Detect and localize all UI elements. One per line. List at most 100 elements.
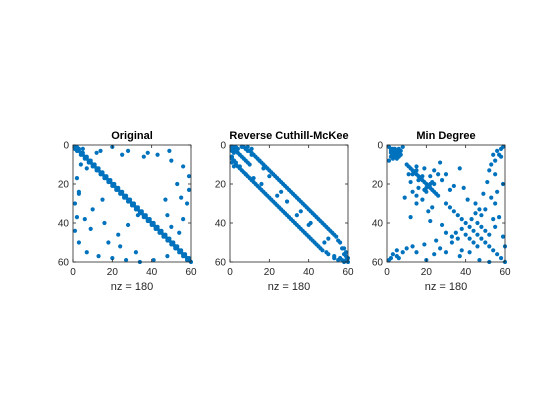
data-point	[310, 238, 315, 243]
x-tick-label: 60	[499, 267, 511, 278]
data-point	[489, 162, 494, 167]
data-point	[485, 179, 490, 185]
data-point	[125, 222, 131, 228]
data-point	[181, 254, 186, 259]
data-point	[396, 146, 401, 151]
data-point	[263, 191, 268, 196]
data-point	[255, 183, 260, 189]
data-point	[102, 176, 107, 181]
data-point	[493, 224, 498, 229]
data-point	[322, 240, 327, 245]
data-point	[475, 244, 480, 249]
data-point	[96, 254, 101, 259]
data-point	[449, 234, 454, 239]
data-point	[284, 185, 290, 190]
data-point	[124, 257, 129, 263]
data-point	[386, 158, 392, 163]
data-point	[487, 168, 492, 173]
data-point	[122, 195, 127, 200]
data-point	[500, 144, 506, 150]
data-point	[163, 197, 168, 202]
data-point	[149, 222, 154, 228]
data-point	[451, 209, 456, 214]
data-point	[394, 156, 399, 161]
data-point	[165, 213, 170, 218]
data-point	[324, 250, 329, 255]
data-point	[400, 144, 405, 150]
data-point	[328, 228, 333, 233]
data-point	[493, 201, 498, 206]
data-point	[302, 230, 307, 235]
y-tick-label: 20	[372, 180, 384, 191]
data-point	[406, 172, 411, 177]
data-point	[453, 230, 458, 235]
data-point	[471, 228, 476, 233]
data-point	[483, 240, 488, 245]
data-point	[414, 193, 419, 198]
data-point	[133, 207, 139, 212]
subplot-title: Reverse Cuthill-McKee	[229, 130, 348, 142]
data-point	[175, 181, 180, 187]
data-point	[165, 238, 170, 243]
data-points	[386, 144, 507, 264]
y-tick-label: 40	[372, 219, 384, 230]
data-point	[284, 199, 290, 204]
data-point	[88, 226, 93, 231]
data-point	[428, 218, 433, 224]
data-point	[294, 213, 299, 218]
data-point	[479, 213, 484, 218]
x-tick-label: 60	[342, 267, 354, 278]
data-point	[251, 176, 256, 181]
data-point	[82, 156, 87, 161]
data-point	[471, 240, 476, 245]
data-point	[261, 162, 266, 167]
data-point	[118, 244, 123, 249]
data-point	[489, 195, 494, 200]
data-point	[157, 230, 162, 235]
data-point	[173, 244, 178, 249]
data-point	[386, 257, 392, 263]
data-point	[326, 236, 331, 241]
data-point	[449, 240, 454, 245]
data-point	[392, 146, 397, 151]
data-point	[177, 250, 182, 255]
data-point	[491, 152, 496, 157]
data-points	[229, 144, 350, 264]
data-point	[125, 199, 131, 204]
y-tick-label: 20	[58, 180, 70, 191]
data-point	[249, 152, 254, 157]
data-point	[443, 230, 449, 235]
data-point	[279, 189, 284, 194]
data-point	[495, 189, 500, 194]
data-point	[477, 207, 482, 212]
data-point	[298, 209, 303, 214]
data-point	[286, 215, 292, 220]
data-point	[491, 248, 496, 253]
data-point	[247, 162, 252, 167]
data-point	[167, 148, 172, 153]
y-tick-label: 60	[58, 258, 70, 269]
data-point	[463, 220, 468, 226]
data-point	[277, 178, 282, 183]
data-point	[308, 209, 313, 214]
data-point	[265, 166, 270, 171]
data-point	[314, 242, 319, 247]
data-point	[84, 250, 89, 255]
axes-frame	[229, 144, 349, 263]
data-point	[145, 218, 150, 224]
data-point	[80, 146, 85, 151]
data-point	[394, 248, 399, 253]
data-point	[443, 250, 449, 255]
data-point	[475, 220, 480, 226]
data-point	[141, 154, 146, 159]
data-point	[465, 197, 470, 202]
data-point	[422, 242, 427, 247]
data-point	[116, 232, 121, 237]
data-point	[410, 189, 415, 194]
data-point	[420, 197, 425, 202]
data-point	[141, 215, 146, 220]
subplot-title: Min Degree	[416, 130, 475, 142]
data-point	[414, 168, 419, 173]
